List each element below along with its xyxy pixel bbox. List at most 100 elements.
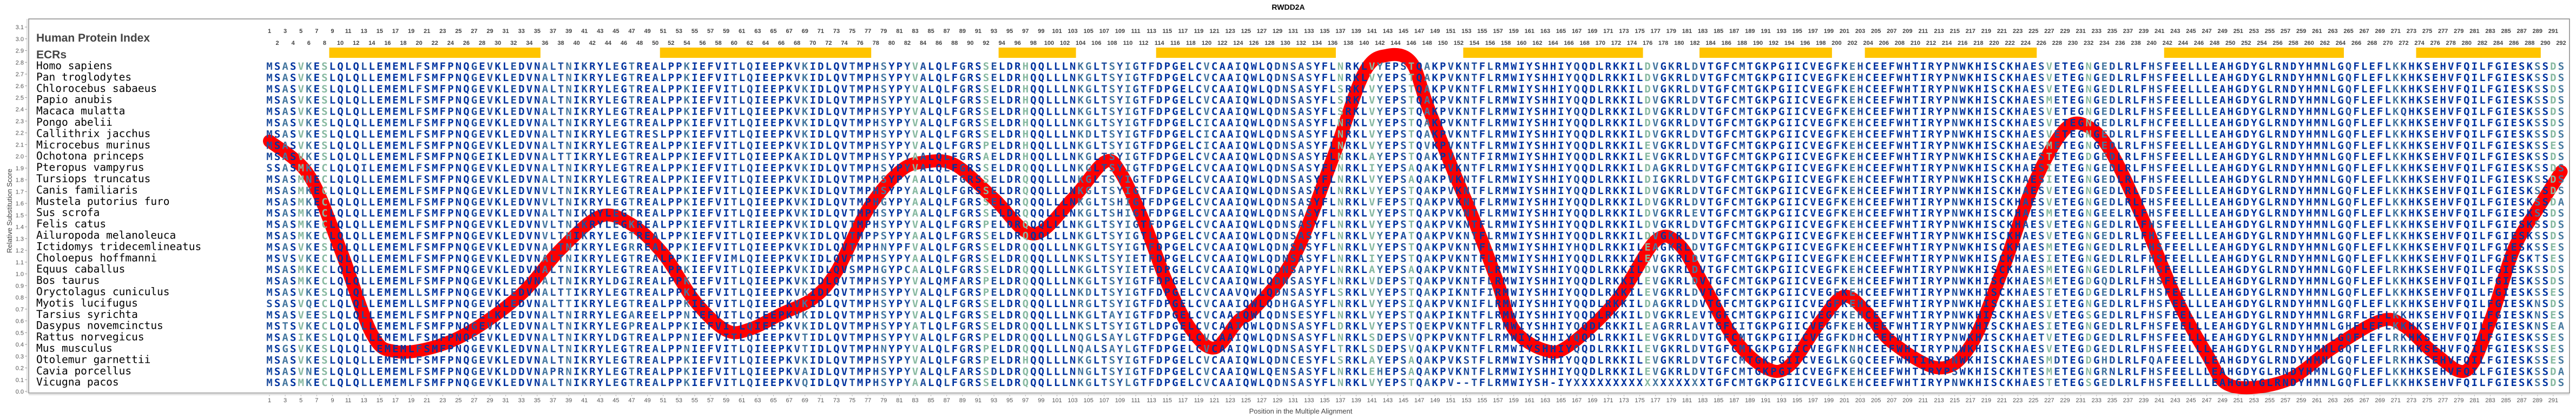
residue: E <box>314 139 320 151</box>
residue: E <box>644 185 650 197</box>
residue: M <box>432 230 438 242</box>
residue: Q <box>337 61 343 72</box>
residue: E <box>991 196 997 208</box>
residue: H <box>1857 196 1863 208</box>
residue: L <box>2133 128 2139 140</box>
residue: H <box>1975 128 1981 140</box>
residue: V <box>912 95 918 107</box>
residue: P <box>668 174 674 185</box>
residue: E <box>762 117 768 129</box>
residue: F <box>2353 61 2359 72</box>
residue: T <box>1912 139 1918 151</box>
residue: M <box>385 208 391 220</box>
y-tick-label: 0.2 <box>16 365 24 372</box>
residue: L <box>826 185 832 197</box>
residue: Q <box>1030 61 1036 72</box>
residue: Y <box>2251 185 2257 197</box>
residue: R <box>1014 230 1021 242</box>
residue: P <box>1440 174 1446 185</box>
residue: S <box>2424 196 2430 208</box>
residue: L <box>368 95 374 107</box>
residue: H <box>1905 117 1910 129</box>
residue: H <box>2408 72 2414 84</box>
residue: L <box>739 128 745 140</box>
residue: C <box>1196 230 1202 242</box>
residue: P <box>1770 208 1776 220</box>
residue: S <box>983 83 989 95</box>
residue: L <box>2361 128 2367 140</box>
residue: E <box>377 162 383 174</box>
residue: L <box>944 230 950 242</box>
residue: F <box>952 117 958 129</box>
residue: V <box>1448 162 1454 174</box>
residue: R <box>1928 174 1934 185</box>
residue: Y <box>1117 151 1123 163</box>
residue: E <box>2511 117 2516 129</box>
residue: G <box>1778 219 1784 231</box>
residue: C <box>1865 83 1871 95</box>
residue: L <box>1487 128 1493 140</box>
residue: S <box>424 196 430 208</box>
residue: K <box>1077 128 1084 140</box>
residue: W <box>1960 162 1966 174</box>
residue: I <box>1558 139 1564 151</box>
residue: G <box>621 196 627 208</box>
residue: H <box>1550 95 1556 107</box>
residue: G <box>1755 151 1761 163</box>
residue: G <box>2259 139 2265 151</box>
residue: G <box>2495 117 2501 129</box>
residue: F <box>1148 72 1154 84</box>
residue: I <box>1920 61 1926 72</box>
residue: I <box>1920 174 1926 185</box>
residue: E <box>770 83 776 95</box>
residue: E <box>1849 72 1855 84</box>
residue: D <box>2109 106 2115 118</box>
residue: V <box>1699 139 1705 151</box>
residue: V <box>1369 230 1375 242</box>
residue: D <box>518 139 524 151</box>
residue: K <box>1077 230 1084 242</box>
residue: L <box>2133 83 2139 95</box>
residue: L <box>368 174 374 185</box>
residue: R <box>1928 95 1934 107</box>
residue: V <box>715 208 721 220</box>
residue: F <box>952 61 958 72</box>
residue: E <box>700 162 706 174</box>
residue: L <box>345 128 351 140</box>
residue: E <box>2054 72 2060 84</box>
residue: K <box>1077 162 1084 174</box>
residue: I <box>723 151 729 163</box>
residue: L <box>1062 196 1068 208</box>
residue: K <box>1763 162 1769 174</box>
y-tick-label: 0.9 <box>16 283 24 289</box>
residue: P <box>668 61 674 72</box>
residue: C <box>1865 128 1871 140</box>
residue: W <box>1896 219 1903 231</box>
residue: L <box>2117 72 2123 84</box>
residue: L <box>2196 72 2202 84</box>
residue: R <box>1676 117 1683 129</box>
residue: E <box>1881 72 1887 84</box>
residue: D <box>518 174 524 185</box>
residue: S <box>2156 95 2162 107</box>
residue: T <box>1141 83 1147 95</box>
residue: H <box>1857 117 1863 129</box>
residue: G <box>1755 72 1761 84</box>
residue: I <box>1786 95 1792 107</box>
residue: L <box>605 61 611 72</box>
residue: G <box>2337 72 2343 84</box>
residue: F <box>416 185 422 197</box>
residue: R <box>967 106 974 118</box>
residue: A <box>2219 117 2226 129</box>
position-label: 53 <box>676 28 682 35</box>
y-tick-label: 0.5 <box>16 330 24 336</box>
residue: L <box>1259 151 1264 163</box>
residue: L <box>2361 117 2367 129</box>
residue: F <box>707 117 713 129</box>
residue: S <box>424 230 430 242</box>
position-label: 193 <box>1776 28 1786 35</box>
residue: V <box>1448 83 1454 95</box>
position-label: 224 <box>2021 40 2031 46</box>
residue: D <box>1692 174 1698 185</box>
residue: A <box>1298 162 1305 174</box>
